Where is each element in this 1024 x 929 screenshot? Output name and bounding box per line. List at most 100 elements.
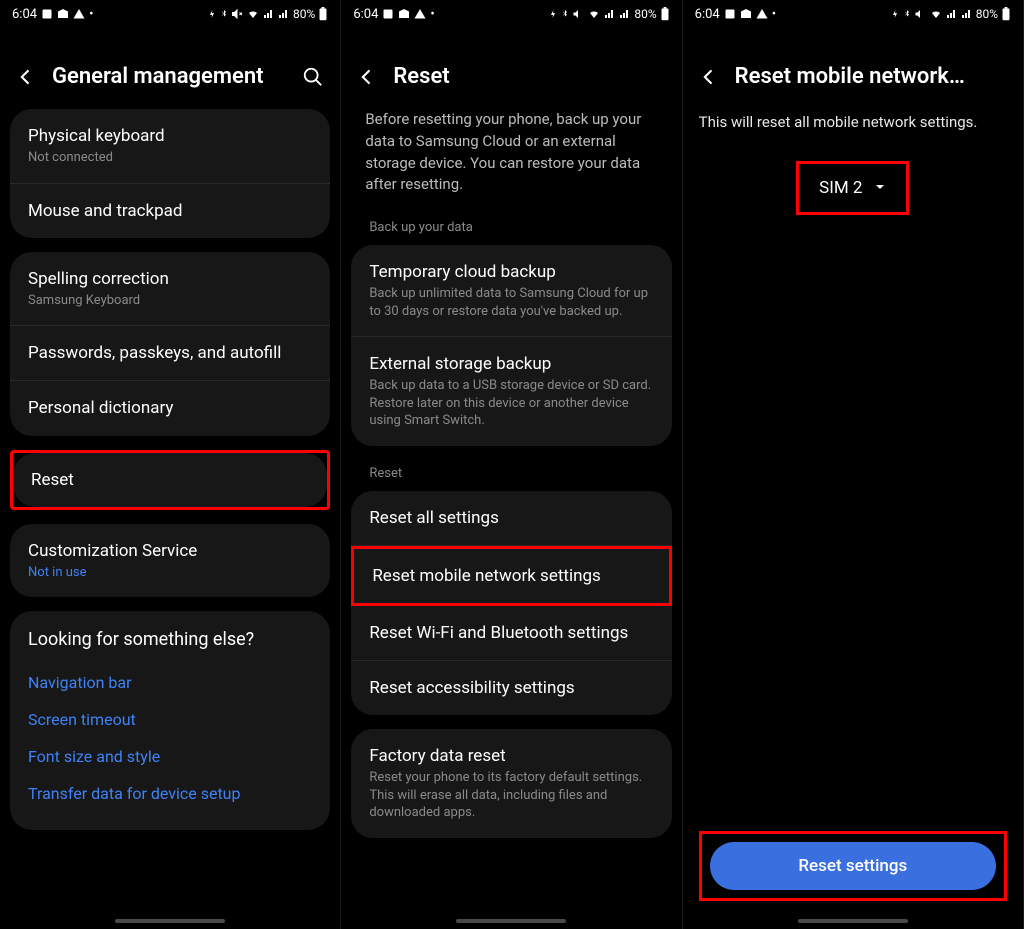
status-time: 6:04: [353, 7, 378, 22]
item-physical-keyboard[interactable]: Physical keyboard Not connected: [10, 109, 330, 184]
item-reset-mobile-network[interactable]: Reset mobile network settings: [351, 546, 671, 606]
home-indicator[interactable]: [456, 919, 566, 923]
item-factory-data-reset[interactable]: Factory data reset Reset your phone to i…: [351, 729, 671, 838]
search-icon[interactable]: [302, 66, 324, 88]
item-title: Physical keyboard: [28, 125, 312, 147]
item-subtitle: Samsung Keyboard: [28, 292, 312, 310]
store-icon: [398, 8, 410, 20]
battery-text: 80%: [976, 7, 998, 21]
mute-icon: [231, 8, 243, 20]
battery-icon: [1001, 7, 1011, 21]
item-reset-accessibility[interactable]: Reset accessibility settings: [351, 661, 671, 715]
card-input-devices: Physical keyboard Not connected Mouse an…: [10, 109, 330, 238]
item-title: Customization Service: [28, 540, 312, 562]
back-icon[interactable]: [357, 67, 377, 87]
battery-icon: [660, 7, 670, 21]
card-looking-for: Looking for something else? Navigation b…: [10, 611, 330, 830]
item-title: Reset accessibility settings: [369, 677, 653, 699]
item-title: Passwords, passkeys, and autofill: [28, 342, 312, 364]
signal-icon: [263, 8, 275, 20]
item-title: Factory data reset: [369, 745, 653, 767]
card-customization: Customization Service Not in use: [10, 524, 330, 598]
content: Physical keyboard Not connected Mouse an…: [0, 109, 340, 929]
link-font-size[interactable]: Font size and style: [28, 738, 312, 775]
more-dot: •: [89, 7, 93, 22]
item-mouse-trackpad[interactable]: Mouse and trackpad: [10, 184, 330, 238]
sim-dropdown[interactable]: SIM 2: [796, 161, 909, 215]
panel-general-management: 6:04 • 80% General management P: [0, 0, 341, 929]
back-icon[interactable]: [16, 67, 36, 87]
bluetooth-icon: [561, 8, 569, 20]
back-icon[interactable]: [699, 67, 719, 87]
item-subtitle: Back up data to a USB storage device or …: [369, 377, 653, 430]
wifi-icon: [246, 8, 260, 20]
item-title: External storage backup: [369, 353, 653, 375]
store-icon: [740, 8, 752, 20]
item-subtitle: Not connected: [28, 149, 312, 167]
page-title: Reset mobile network…: [735, 64, 1007, 89]
status-bar: 6:04 • 80%: [341, 0, 681, 28]
section-backup-label: Back up your data: [351, 214, 671, 245]
card-reset-options: Reset all settings Reset mobile network …: [351, 491, 671, 715]
bluetooth-icon: [903, 8, 911, 20]
charging-icon: [207, 8, 217, 20]
reset-description: This will reset all mobile network setti…: [683, 109, 1023, 131]
item-subtitle: Back up unlimited data to Samsung Cloud …: [369, 285, 653, 320]
card-text-input: Spelling correction Samsung Keyboard Pas…: [10, 252, 330, 436]
item-spelling-correction[interactable]: Spelling correction Samsung Keyboard: [10, 252, 330, 327]
item-title: Personal dictionary: [28, 397, 312, 419]
reset-settings-button[interactable]: Reset settings: [710, 842, 996, 890]
panel-reset-mobile-network: 6:04 • 80% Reset mobile network… This wi…: [683, 0, 1024, 929]
content: Before resetting your phone, back up you…: [341, 109, 681, 929]
gallery-icon: [724, 8, 736, 20]
sim-selector-row: SIM 2: [683, 161, 1023, 215]
header: Reset: [341, 28, 681, 109]
card-factory-reset: Factory data reset Reset your phone to i…: [351, 729, 671, 838]
item-personal-dictionary[interactable]: Personal dictionary: [10, 381, 330, 435]
item-title: Reset mobile network settings: [372, 565, 650, 587]
item-title: Spelling correction: [28, 268, 312, 290]
header: Reset mobile network…: [683, 28, 1023, 109]
status-bar: 6:04 • 80%: [0, 0, 340, 28]
item-subtitle: Not in use: [28, 564, 312, 582]
signal2-icon: [278, 8, 290, 20]
card-backup: Temporary cloud backup Back up unlimited…: [351, 245, 671, 446]
page-title: General management: [52, 64, 286, 89]
highlight-reset-button: Reset settings: [699, 831, 1007, 901]
header: General management: [0, 28, 340, 109]
warning-icon: [73, 8, 85, 20]
chevron-down-icon: [874, 178, 886, 198]
intro-text: Before resetting your phone, back up you…: [351, 109, 671, 214]
charging-icon: [548, 8, 558, 20]
signal2-icon: [961, 8, 973, 20]
item-title: Reset Wi-Fi and Bluetooth settings: [369, 622, 653, 644]
wifi-icon: [587, 8, 601, 20]
item-temp-cloud-backup[interactable]: Temporary cloud backup Back up unlimited…: [351, 245, 671, 337]
home-indicator[interactable]: [798, 919, 908, 923]
item-reset[interactable]: Reset: [13, 453, 327, 507]
link-transfer-data[interactable]: Transfer data for device setup: [28, 775, 312, 812]
link-screen-timeout[interactable]: Screen timeout: [28, 701, 312, 738]
item-customization-service[interactable]: Customization Service Not in use: [10, 524, 330, 598]
item-reset-wifi-bluetooth[interactable]: Reset Wi-Fi and Bluetooth settings: [351, 606, 671, 661]
sim-label: SIM 2: [819, 178, 862, 198]
link-navigation-bar[interactable]: Navigation bar: [28, 664, 312, 701]
mute-icon: [572, 8, 584, 20]
bluetooth-icon: [220, 8, 228, 20]
home-indicator[interactable]: [115, 919, 225, 923]
charging-icon: [890, 8, 900, 20]
item-external-storage-backup[interactable]: External storage backup Back up data to …: [351, 337, 671, 446]
item-reset-all-settings[interactable]: Reset all settings: [351, 491, 671, 546]
page-title: Reset: [393, 64, 665, 89]
card-reset: Reset: [13, 453, 327, 507]
mute-icon: [914, 8, 926, 20]
status-bar: 6:04 • 80%: [683, 0, 1023, 28]
gallery-icon: [41, 8, 53, 20]
status-time: 6:04: [12, 7, 37, 22]
item-subtitle: Reset your phone to its factory default …: [369, 769, 653, 822]
battery-text: 80%: [634, 7, 656, 21]
signal2-icon: [619, 8, 631, 20]
item-passwords[interactable]: Passwords, passkeys, and autofill: [10, 326, 330, 381]
battery-text: 80%: [293, 7, 315, 21]
more-dot: •: [430, 7, 434, 22]
